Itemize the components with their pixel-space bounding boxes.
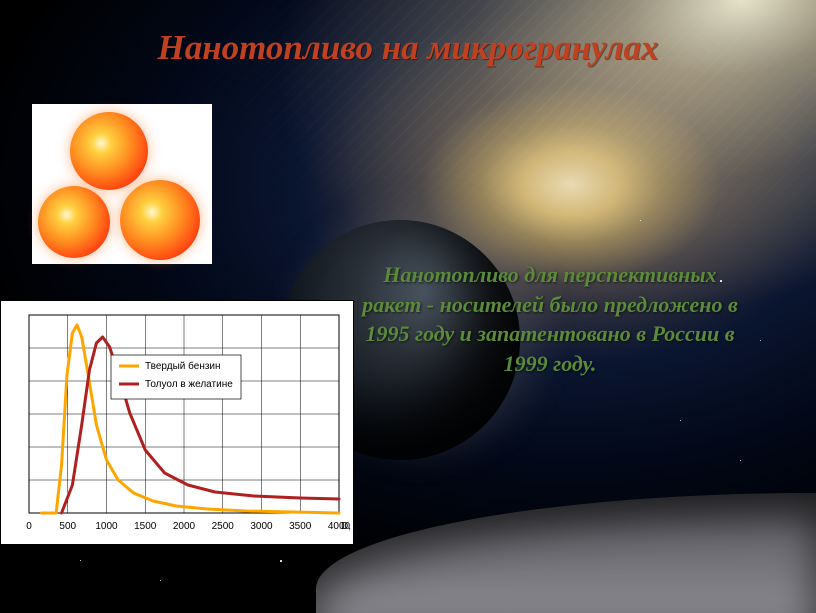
- svg-text:Твердый бензин: Твердый бензин: [145, 360, 221, 372]
- svg-text:2500: 2500: [212, 521, 235, 532]
- svg-text:500: 500: [59, 521, 76, 532]
- slide-title: Нанотопливо на микрогранулах: [0, 28, 816, 68]
- distribution-chart: 05001000150020002500300035004000D, мкмТв…: [0, 300, 354, 545]
- svg-text:2000: 2000: [173, 521, 196, 532]
- svg-text:Толуол в желатине: Толуол в желатине: [145, 379, 233, 390]
- svg-text:1500: 1500: [134, 521, 157, 532]
- spheres-image: [32, 104, 212, 264]
- svg-text:D, мкм: D, мкм: [341, 521, 355, 532]
- description-text: Нанотопливо для перспективных ракет - но…: [360, 260, 740, 379]
- svg-text:1000: 1000: [95, 521, 118, 532]
- svg-text:0: 0: [26, 521, 32, 532]
- svg-text:3500: 3500: [289, 521, 312, 532]
- svg-text:3000: 3000: [250, 521, 273, 532]
